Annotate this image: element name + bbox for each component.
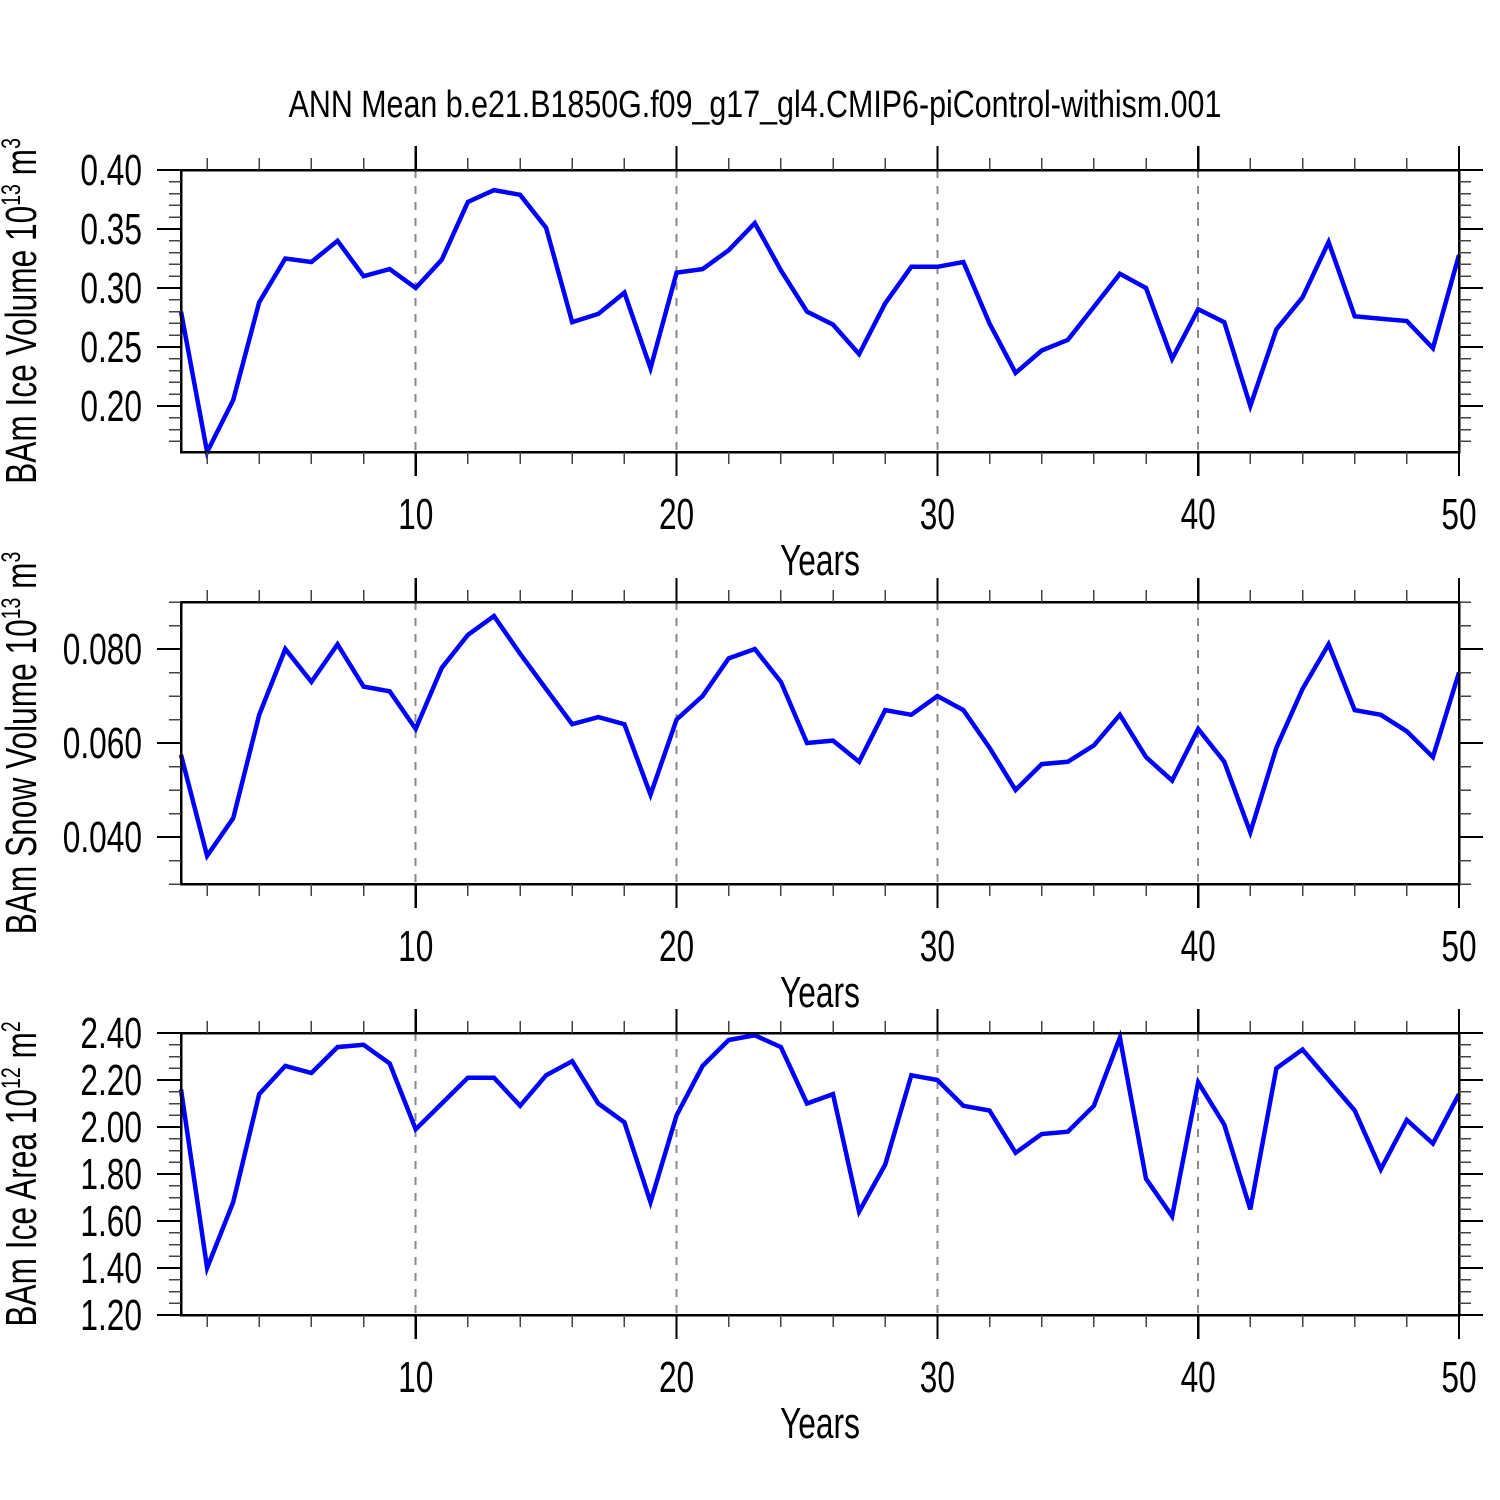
y-tick-label: 0.25 xyxy=(80,323,142,372)
y-tick-label: 2.00 xyxy=(80,1103,142,1152)
y-tick-label: 1.80 xyxy=(80,1150,142,1199)
ice-volume-data-line xyxy=(178,187,1462,459)
axis-title-text: m xyxy=(0,562,46,597)
y-tick-label: 1.20 xyxy=(80,1291,142,1340)
ice-volume-chart: 0.20 0.25 0.30 0.35 0.40 10 20 30 40 50 Years BAm I… xyxy=(0,138,1483,585)
axis-frame xyxy=(179,1031,1461,1317)
x-tick-label: 20 xyxy=(659,490,694,539)
x-tick-label: 50 xyxy=(1441,490,1476,539)
y-tick-label: 0.080 xyxy=(63,625,142,674)
axis-title-superscript: 12 xyxy=(0,1067,26,1089)
x-tick-label: 30 xyxy=(920,490,955,539)
axis-title-text: m xyxy=(0,149,46,184)
x-axis-title: Years xyxy=(780,968,860,1017)
ice-area-chart: 1.201.401.601.802.002.202.40 10 20 30 40 50 Ye… xyxy=(0,1009,1483,1448)
y-axis-title: BAm Ice Area 1012 m2 xyxy=(0,1021,46,1326)
x-tick-label: 40 xyxy=(1181,1353,1216,1402)
x-tick-label: 20 xyxy=(659,1353,694,1402)
axis-title-superscript: 3 xyxy=(0,552,26,563)
snow-volume-data-line xyxy=(178,612,1462,862)
axis-title-text: m xyxy=(0,1032,46,1067)
y-tick-label: 2.40 xyxy=(80,1009,142,1058)
axis-title-text: BAm Snow Volume 10 xyxy=(0,619,46,934)
y-tick-label: 1.60 xyxy=(80,1197,142,1246)
y-tick-label: 0.20 xyxy=(80,382,142,431)
page-title-text: ANN Mean b.e21.B1850G.f09_g17_gl4.CMIP6-… xyxy=(288,84,1222,126)
y-axis-title: BAm Ice Volume 1013 m3 xyxy=(0,138,46,484)
y-tick-label: 0.40 xyxy=(80,146,142,195)
y-tick-label: 0.30 xyxy=(80,264,142,313)
x-tick-label: 50 xyxy=(1441,1353,1476,1402)
x-tick-label: 40 xyxy=(1181,922,1216,971)
x-tick-label: 30 xyxy=(920,922,955,971)
axis-title-superscript: 13 xyxy=(0,598,26,620)
axis-title-text: BAm Ice Area 10 xyxy=(0,1089,46,1327)
axis-title-superscript: 13 xyxy=(0,184,26,206)
x-tick-label: 40 xyxy=(1181,490,1216,539)
x-axis-title: Years xyxy=(780,1399,860,1448)
y-tick-label: 2.20 xyxy=(80,1056,142,1105)
axis-title-text: BAm Ice Volume 10 xyxy=(0,206,46,484)
y-tick-label: 1.40 xyxy=(80,1244,142,1293)
axis-frame xyxy=(179,168,1461,454)
y-tick-label: 0.35 xyxy=(80,205,142,254)
x-tick-label: 10 xyxy=(398,490,433,539)
y-tick-label: 0.060 xyxy=(63,719,142,768)
x-tick-label: 10 xyxy=(398,1353,433,1402)
x-tick-label: 20 xyxy=(659,922,694,971)
x-axis-title: Years xyxy=(780,536,860,585)
axis-title-superscript: 2 xyxy=(0,1021,26,1032)
y-axis-title: BAm Snow Volume 1013 m3 xyxy=(0,552,46,935)
page-title: ANN Mean b.e21.B1850G.f09_g17_gl4.CMIP6-… xyxy=(0,84,1500,127)
x-tick-label: 50 xyxy=(1441,922,1476,971)
snow-volume-chart: 0.040 0.060 0.080 10 20 30 40 50 Years BAm Snow V… xyxy=(0,552,1483,1017)
x-tick-label: 30 xyxy=(920,1353,955,1402)
y-tick-label: 0.040 xyxy=(63,813,142,862)
x-tick-label: 10 xyxy=(398,922,433,971)
ice-area-data-line xyxy=(178,1029,1461,1277)
axis-title-superscript: 3 xyxy=(0,138,26,149)
